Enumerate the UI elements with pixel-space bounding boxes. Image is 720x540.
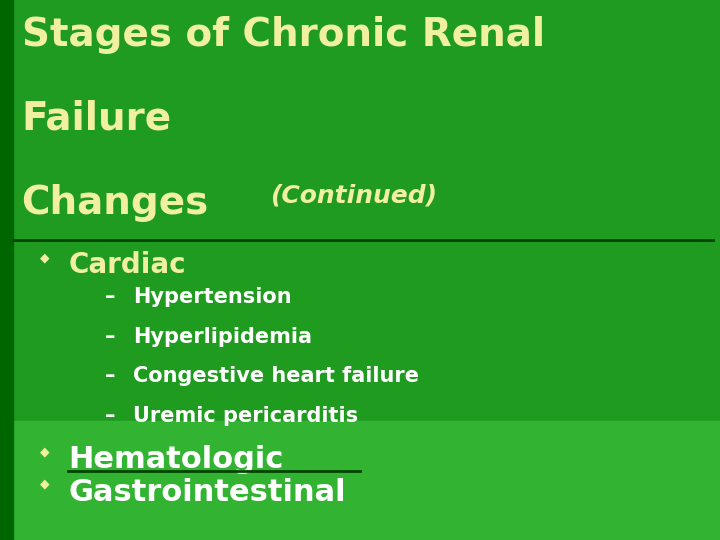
Text: ◆: ◆ xyxy=(40,446,49,458)
Text: (Continued): (Continued) xyxy=(270,184,437,207)
Bar xyxy=(0,0,13,540)
Text: Hyperlipidemia: Hyperlipidemia xyxy=(133,327,312,347)
Text: ◆: ◆ xyxy=(40,478,49,491)
Text: ◆: ◆ xyxy=(40,251,49,264)
Text: Hematologic: Hematologic xyxy=(68,446,284,475)
Text: Uremic pericarditis: Uremic pericarditis xyxy=(133,406,359,426)
Text: Congestive heart failure: Congestive heart failure xyxy=(133,366,419,386)
Text: –: – xyxy=(104,327,115,347)
Text: Stages of Chronic Renal: Stages of Chronic Renal xyxy=(22,16,545,54)
Text: Cardiac: Cardiac xyxy=(68,251,186,279)
Text: Gastrointestinal: Gastrointestinal xyxy=(68,478,346,507)
Text: Hypertension: Hypertension xyxy=(133,287,292,307)
Text: Changes: Changes xyxy=(22,184,209,221)
Text: –: – xyxy=(104,366,115,386)
Bar xyxy=(13,421,720,540)
Text: Failure: Failure xyxy=(22,100,172,138)
Text: –: – xyxy=(104,287,115,307)
Text: –: – xyxy=(104,406,115,426)
